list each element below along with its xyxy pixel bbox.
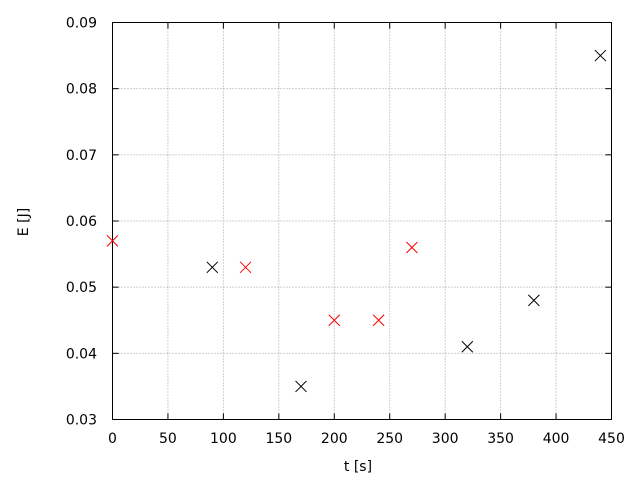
y-axis-label: E [J] (16, 208, 32, 236)
y-tick-label: 0.04 (66, 346, 97, 362)
x-tick-label: 0 (108, 431, 117, 447)
x-tick-label: 200 (321, 431, 348, 447)
y-tick-label: 0.08 (66, 82, 97, 98)
x-tick-label: 400 (543, 431, 570, 447)
x-axis-label: t [s] (344, 459, 372, 475)
x-tick-label: 150 (265, 431, 292, 447)
x-tick-label: 250 (376, 431, 403, 447)
y-tick-label: 0.07 (66, 148, 97, 164)
x-tick-label: 450 (598, 431, 625, 447)
data-point (295, 380, 307, 393)
data-point (461, 340, 474, 353)
x-tick-label: 350 (487, 431, 514, 447)
x-axis-ticks: 0 50 100 150 200 250 300 350 400 450 (108, 22, 625, 447)
y-tick-label: 0.03 (66, 413, 97, 429)
x-tick-label: 100 (210, 431, 237, 447)
data-point (106, 234, 119, 247)
data-points (106, 49, 607, 393)
x-tick-label: 300 (432, 431, 459, 447)
data-point (239, 261, 252, 274)
data-point (372, 314, 385, 327)
y-tick-label: 0.06 (66, 214, 97, 230)
data-point (406, 241, 418, 254)
data-point (206, 261, 219, 274)
data-point (528, 294, 540, 307)
y-tick-label: 0.09 (66, 16, 97, 32)
y-axis-ticks: 0.03 0.04 0.05 0.06 0.07 0.08 0.09 (66, 16, 612, 429)
grid (112, 22, 612, 420)
y-tick-label: 0.05 (66, 280, 97, 296)
data-point (328, 314, 341, 327)
data-point (594, 49, 607, 62)
x-tick-label: 50 (159, 431, 177, 447)
